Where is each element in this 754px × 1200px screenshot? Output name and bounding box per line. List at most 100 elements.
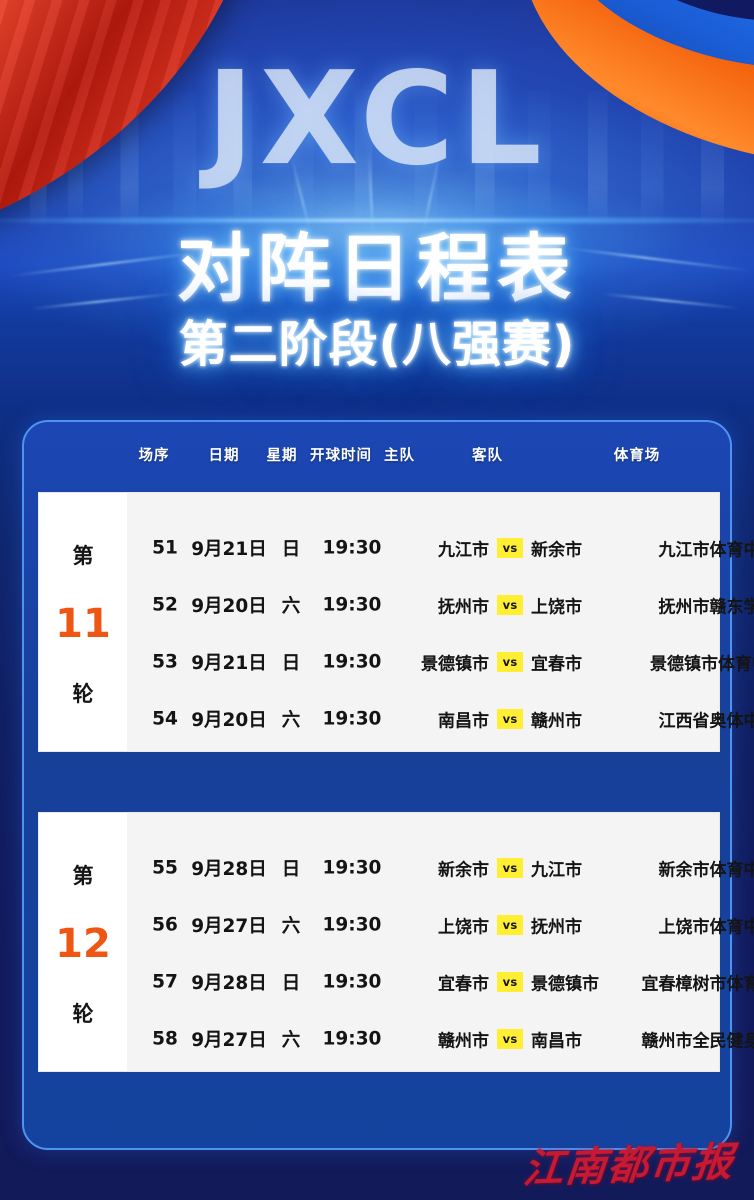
jxcl-wordmark: JXCL — [206, 45, 548, 194]
cell-venue: 景德镇市体育中心 — [650, 654, 754, 674]
column-header-no: 场序 — [138, 448, 170, 464]
cell-weekday: 六 — [281, 915, 301, 937]
vs-badge: vs — [497, 537, 523, 558]
cell-weekday: 六 — [281, 595, 301, 617]
cell-date: 9月28日 — [191, 858, 267, 880]
cell-away-team: 景德镇市 — [531, 974, 599, 994]
round-number: 11 — [55, 601, 111, 647]
cell-match-no: 54 — [152, 708, 178, 729]
cell-kickoff: 19:30 — [322, 708, 382, 729]
column-header-away: 客队 — [472, 448, 503, 464]
cell-weekday: 六 — [281, 1029, 301, 1051]
cell-weekday: 日 — [281, 538, 301, 560]
cell-away-team: 抚州市 — [531, 917, 582, 937]
cell-weekday: 日 — [281, 858, 301, 880]
cell-venue: 赣州市全民健身中心 — [641, 1031, 754, 1051]
schedule-panel: 场序 日期 星期 开球时间 主队 客队 体育场 第 11 轮 51 9月21日 … — [22, 420, 754, 1150]
cell-match-no: 55 — [152, 857, 178, 878]
cell-match-no: 53 — [152, 651, 178, 672]
vs-badge: vs — [497, 971, 523, 992]
cell-venue: 九江市体育中心 — [658, 540, 754, 560]
vs-badge: vs — [497, 594, 523, 615]
cell-date: 9月21日 — [191, 538, 267, 560]
cell-venue: 抚州市赣东学院 — [658, 597, 754, 617]
cell-match-no: 57 — [152, 971, 178, 992]
round-block: 第 12 轮 55 9月28日 日 19:30 新余市 vs 九江市 新余市体育… — [38, 812, 754, 1072]
round-label-column: 第 11 轮 — [39, 493, 127, 751]
cell-match-no: 51 — [152, 537, 178, 558]
cell-home-team: 赣州市 — [438, 1031, 489, 1051]
cell-away-team: 新余市 — [531, 540, 582, 560]
cell-kickoff: 19:30 — [322, 537, 382, 558]
cell-kickoff: 19:30 — [322, 651, 382, 672]
cell-match-no: 52 — [152, 594, 178, 615]
table-row[interactable]: 55 9月28日 日 19:30 新余市 vs 九江市 新余市体育中心 — [127, 839, 754, 896]
cell-venue: 宜春樟树市体育中心 — [641, 974, 754, 994]
cell-date: 9月28日 — [191, 972, 267, 994]
cell-weekday: 日 — [281, 972, 301, 994]
cell-date: 9月27日 — [191, 915, 267, 937]
column-header-venue: 体育场 — [613, 448, 661, 464]
table-row[interactable]: 54 9月20日 六 19:30 南昌市 vs 赣州市 江西省奥体中心 — [127, 690, 754, 747]
match-rows: 55 9月28日 日 19:30 新余市 vs 九江市 新余市体育中心 56 9… — [127, 813, 754, 1071]
vs-badge: vs — [497, 708, 523, 729]
cell-home-team: 景德镇市 — [421, 654, 489, 674]
column-header-date: 日期 — [208, 448, 240, 464]
cell-date: 9月20日 — [191, 709, 267, 731]
cell-weekday: 六 — [281, 709, 301, 731]
cell-home-team: 九江市 — [438, 540, 489, 560]
round-suffix: 轮 — [72, 682, 94, 706]
cell-away-team: 上饶市 — [531, 597, 582, 617]
table-row[interactable]: 53 9月21日 日 19:30 景德镇市 vs 宜春市 景德镇市体育中心 — [127, 633, 754, 690]
table-row[interactable]: 57 9月28日 日 19:30 宜春市 vs 景德镇市 宜春樟树市体育中心 — [127, 953, 754, 1010]
cell-away-team: 赣州市 — [531, 711, 582, 731]
column-header-row: 场序 日期 星期 开球时间 主队 客队 体育场 — [24, 444, 734, 474]
cell-away-team: 九江市 — [531, 860, 582, 880]
page-title: 对阵日程表 — [177, 226, 577, 312]
round-prefix: 第 — [72, 544, 94, 568]
cell-away-team: 宜春市 — [531, 654, 582, 674]
column-header-week: 星期 — [266, 448, 298, 464]
match-rows: 51 9月21日 日 19:30 九江市 vs 新余市 九江市体育中心 52 9… — [127, 493, 754, 751]
cell-kickoff: 19:30 — [322, 594, 382, 615]
cell-date: 9月27日 — [191, 1029, 267, 1051]
cell-home-team: 南昌市 — [438, 711, 489, 731]
column-header-home: 主队 — [384, 448, 415, 464]
cell-home-team: 宜春市 — [438, 974, 489, 994]
vs-badge: vs — [497, 857, 523, 878]
cell-kickoff: 19:30 — [322, 1028, 382, 1049]
vs-badge: vs — [497, 651, 523, 672]
vs-badge: vs — [497, 914, 523, 935]
cell-date: 9月21日 — [191, 652, 267, 674]
cell-kickoff: 19:30 — [322, 914, 382, 935]
round-prefix: 第 — [72, 864, 94, 888]
table-row[interactable]: 51 9月21日 日 19:30 九江市 vs 新余市 九江市体育中心 — [127, 519, 754, 576]
cell-home-team: 抚州市 — [438, 597, 489, 617]
page-subtitle: 第二阶段(八强赛) — [178, 316, 576, 373]
cell-match-no: 56 — [152, 914, 178, 935]
cell-kickoff: 19:30 — [322, 857, 382, 878]
cell-venue: 新余市体育中心 — [658, 860, 754, 880]
cell-match-no: 58 — [152, 1028, 178, 1049]
round-label-column: 第 12 轮 — [39, 813, 127, 1071]
column-header-time: 开球时间 — [310, 448, 372, 464]
round-number: 12 — [55, 921, 111, 967]
cell-away-team: 南昌市 — [531, 1031, 582, 1051]
round-block: 第 11 轮 51 9月21日 日 19:30 九江市 vs 新余市 九江市体育… — [38, 492, 754, 752]
cell-kickoff: 19:30 — [322, 971, 382, 992]
cell-venue: 上饶市体育中心 — [658, 917, 754, 937]
round-suffix: 轮 — [72, 1002, 94, 1026]
cell-home-team: 新余市 — [438, 860, 489, 880]
headline-block: 对阵日程表 第二阶段(八强赛) — [0, 232, 754, 369]
horizon-line-graphic — [0, 216, 754, 225]
cell-home-team: 上饶市 — [438, 917, 489, 937]
table-row[interactable]: 58 9月27日 六 19:30 赣州市 vs 南昌市 赣州市全民健身中心 — [127, 1010, 754, 1067]
table-row[interactable]: 56 9月27日 六 19:30 上饶市 vs 抚州市 上饶市体育中心 — [127, 896, 754, 953]
horizon-glow-graphic — [0, 150, 754, 320]
cell-venue: 江西省奥体中心 — [658, 711, 754, 731]
publisher-logo: 江南都市报 — [521, 1138, 737, 1193]
table-row[interactable]: 52 9月20日 六 19:30 抚州市 vs 上饶市 抚州市赣东学院 — [127, 576, 754, 633]
vs-badge: vs — [497, 1028, 523, 1049]
cell-date: 9月20日 — [191, 595, 267, 617]
